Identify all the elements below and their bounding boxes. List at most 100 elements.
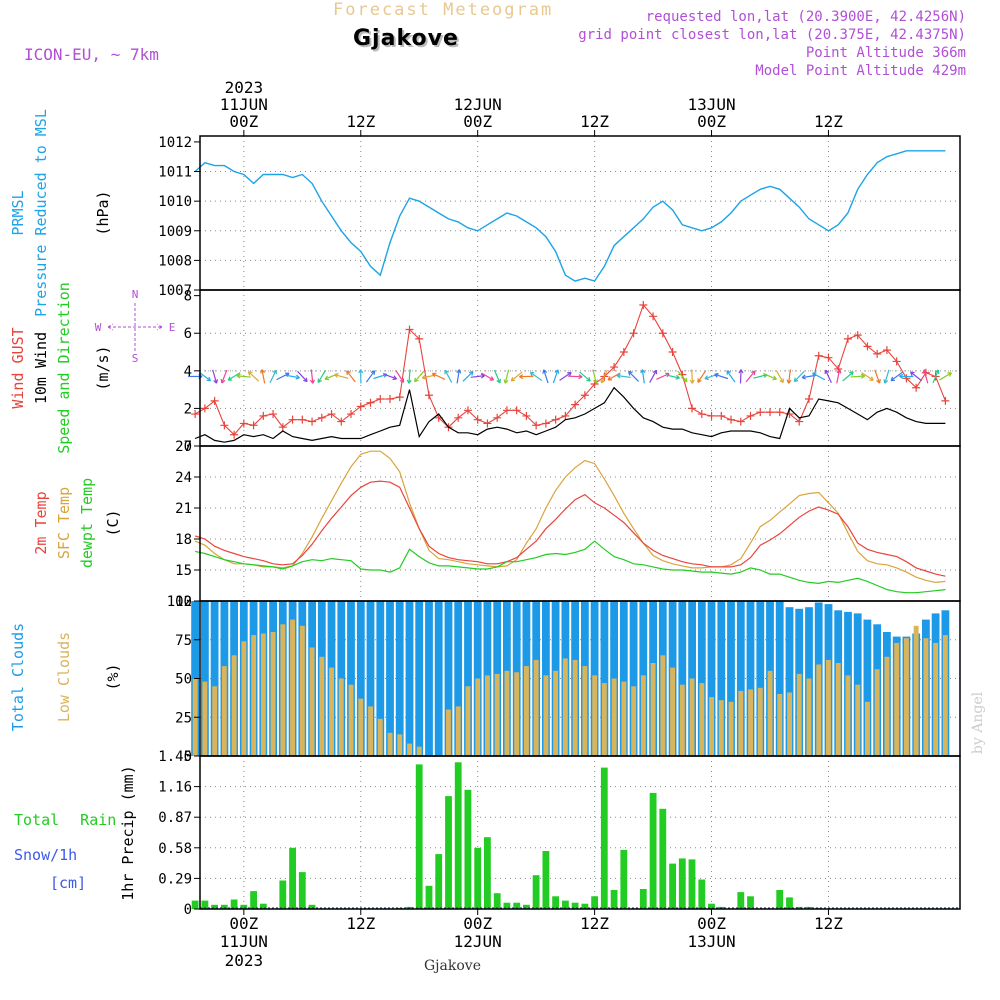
- low-cloud-bar: [446, 709, 451, 756]
- gust-point: [463, 406, 472, 415]
- ytick-label-temperature: 18: [175, 532, 192, 548]
- gust-point: [668, 348, 677, 357]
- total-rain-label: Total Rain: [14, 811, 116, 829]
- low-cloud-bar: [728, 701, 734, 757]
- rain-bar: [747, 896, 754, 909]
- ytick-label-pressure: 1010: [158, 194, 192, 210]
- panel-backgrounds: [200, 136, 960, 909]
- ytick-label-temperature: 21: [175, 501, 192, 517]
- gust-point: [259, 411, 268, 420]
- rain-bar: [552, 896, 559, 909]
- gust-point: [824, 353, 833, 362]
- dewpt-label: dewpt Temp: [78, 478, 96, 568]
- total-cloud-bar: [347, 601, 355, 756]
- wind-arrow-shaft: [665, 374, 680, 379]
- low-cloud-bar: [835, 663, 841, 756]
- wind-arrow-head: [876, 378, 881, 384]
- wind-direction-arrow: [850, 373, 866, 379]
- gust-point: [814, 351, 823, 360]
- rain-bar: [571, 902, 579, 909]
- low-cloud-bar: [553, 670, 559, 757]
- gust-point: [639, 301, 648, 310]
- wind-line: [194, 386, 946, 443]
- wind-arrow-head: [399, 378, 405, 383]
- top-hour-label: 12Z: [814, 112, 843, 131]
- wind-direction-arrow: [607, 372, 621, 381]
- wind-direction-arrow: [899, 373, 914, 379]
- wind-arrow-head: [824, 369, 830, 375]
- wind-arrow-shaft: [221, 369, 228, 384]
- gust-point: [483, 419, 492, 428]
- wind-direction-arrow: [738, 369, 744, 384]
- gust-point: [230, 430, 239, 439]
- compass-e: E: [169, 321, 176, 334]
- rain-bar: [240, 904, 248, 909]
- wind-direction-arrow: [431, 372, 446, 380]
- wind-direction-arrow: [628, 370, 639, 382]
- low-cloud-bar: [299, 625, 305, 756]
- panel-frames: [194, 130, 961, 915]
- low-cloud-bar: [689, 678, 695, 756]
- wind-arrow-head: [607, 376, 612, 381]
- wind-arrow-shaft: [365, 370, 376, 383]
- top-date-label: 11JUN: [220, 95, 268, 114]
- top-hour-label: 00Z: [229, 112, 258, 131]
- bottom-date-label: 12JUN: [454, 932, 502, 951]
- bottom-date-label: 13JUN: [687, 932, 735, 951]
- low-cloud-bar: [718, 700, 724, 756]
- low-cloud-bar: [455, 706, 461, 756]
- low-cloud-bar: [845, 675, 851, 756]
- rain-bar: [639, 889, 647, 909]
- wind-arrow-head: [519, 374, 524, 380]
- low-cloud-bar: [767, 670, 773, 757]
- wind-arrow-head: [227, 376, 233, 381]
- low-cloud-bar: [329, 667, 334, 756]
- gust-point: [366, 398, 375, 407]
- rain-bar: [415, 764, 423, 909]
- low-cloud-bar: [504, 670, 510, 757]
- bottom-hour-label: 12Z: [580, 914, 609, 933]
- wind-arrow-shaft: [691, 369, 694, 384]
- wind-arrow-head: [947, 372, 952, 377]
- gust-point: [873, 349, 882, 358]
- wind-arrow-head: [295, 374, 300, 380]
- wind-direction-arrow: [542, 369, 549, 384]
- wind-arrow-shaft: [462, 371, 474, 382]
- wind-arrow-head: [586, 377, 591, 382]
- ytick-label-precip: 0.87: [158, 810, 192, 826]
- low-cloud-bar: [241, 641, 247, 756]
- low-cloud-bar: [582, 666, 588, 756]
- rain-bar: [669, 863, 676, 909]
- wind-unit: (m/s): [94, 345, 112, 390]
- low-cloud-bar: [251, 635, 257, 756]
- wind-arrow-shaft: [481, 372, 494, 381]
- gust-point: [454, 413, 463, 422]
- wind-arrow-shaft: [714, 373, 729, 380]
- pressure-label-2: Pressure Reduced to MSL: [32, 109, 50, 317]
- low-cloud-bar: [562, 658, 568, 756]
- gust-point: [649, 312, 658, 321]
- wind-arrow-shaft: [236, 375, 251, 378]
- wind-direction-arrow: [365, 370, 376, 383]
- wind-direction-arrow: [726, 370, 736, 383]
- point-altitude: Point Altitude 366m: [805, 45, 966, 61]
- low-cloud-bar: [202, 681, 208, 756]
- rain-bar: [795, 906, 803, 909]
- wind-arrow-head: [869, 376, 874, 381]
- gust-point: [278, 423, 287, 432]
- wind-arrow-head: [697, 378, 702, 383]
- wind-direction-arrow: [395, 370, 405, 383]
- total-cloud-bar: [629, 601, 638, 756]
- panel-bg-wind: [200, 290, 960, 446]
- wind-direction-arrow: [529, 371, 543, 381]
- wind-direction-arrow: [861, 372, 874, 381]
- rain-bar: [230, 899, 238, 909]
- low-clouds-label: Low Clouds: [55, 632, 73, 722]
- wind-arrow-head: [421, 374, 427, 380]
- dewpt-line: [194, 540, 946, 594]
- wind-arrow-head: [236, 373, 241, 379]
- compass-rose-icon: [107, 303, 163, 352]
- total-cloud-bar: [386, 601, 394, 756]
- rain-bar: [445, 796, 452, 909]
